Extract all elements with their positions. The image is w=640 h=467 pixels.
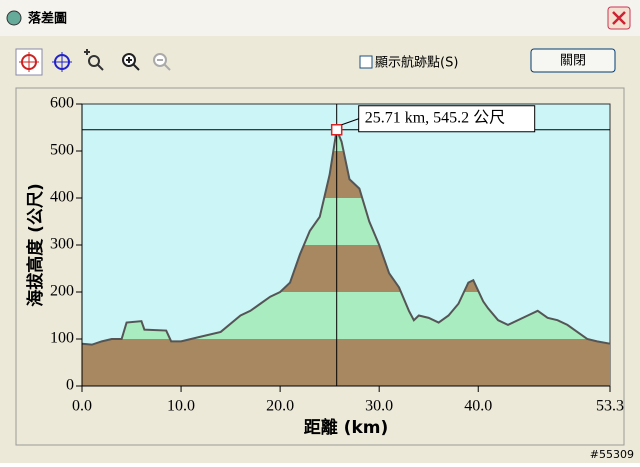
x-axis-title: 距離 (km) xyxy=(304,417,388,438)
annotation-text: 25.71 km, 545.2 公尺 xyxy=(365,109,505,126)
elevation-line xyxy=(81,126,611,346)
checkbox[interactable] xyxy=(359,55,373,69)
y-tick-label: 500 xyxy=(50,142,74,159)
elevation-band xyxy=(82,339,610,386)
y-tick-label: 100 xyxy=(50,330,74,347)
annotation-leader xyxy=(341,118,359,126)
y-tick-label: 300 xyxy=(50,236,74,253)
x-tick-label: 20.0 xyxy=(266,398,294,415)
x-tick-label: 30.0 xyxy=(365,398,393,415)
tool-icon xyxy=(84,49,104,71)
tool-icon xyxy=(52,52,72,72)
y-tick-label: 0 xyxy=(66,377,74,394)
y-tick-label: 600 xyxy=(50,95,74,112)
title-bar xyxy=(0,0,640,36)
tool-icon xyxy=(19,52,39,72)
y-axis-title: 海拔高度 (公尺) xyxy=(25,183,46,306)
y-tick-label: 400 xyxy=(50,189,74,206)
app-icon xyxy=(6,10,22,26)
x-tick-label: 10.0 xyxy=(167,398,195,415)
close-button-label: 關閉 xyxy=(560,54,586,69)
x-tick-label: 53.3 xyxy=(596,398,624,415)
y-tick-label: 200 xyxy=(50,283,74,300)
x-tick-label: 40.0 xyxy=(464,398,492,415)
close-button[interactable] xyxy=(530,48,616,73)
close-x-icon xyxy=(612,11,626,25)
tool-icon xyxy=(126,57,140,71)
watermark: #55309 xyxy=(590,448,634,461)
tool-zoom-box[interactable] xyxy=(88,55,100,67)
annotation-box xyxy=(358,105,536,133)
window-title: 落差圖 xyxy=(28,11,67,27)
tool-icon xyxy=(157,59,171,71)
checkbox-label: 顯示航跡點(S) xyxy=(375,55,458,71)
crosshair-marker xyxy=(330,124,343,136)
x-tick-label: 0.0 xyxy=(72,398,92,415)
